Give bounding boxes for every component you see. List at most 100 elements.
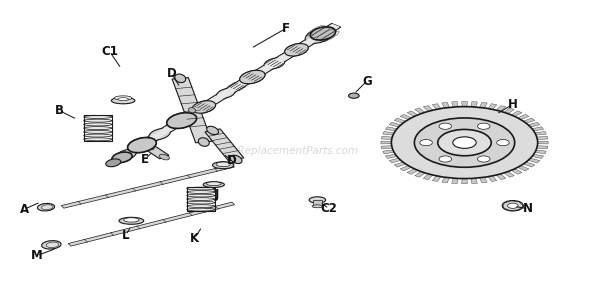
Polygon shape [462,102,467,107]
Text: A: A [19,203,29,216]
Polygon shape [535,132,546,135]
Ellipse shape [186,208,215,211]
Polygon shape [172,78,212,143]
Ellipse shape [188,108,196,113]
Circle shape [439,156,451,162]
Ellipse shape [285,44,308,56]
Circle shape [414,118,514,167]
Polygon shape [381,141,391,144]
Ellipse shape [240,70,265,84]
Polygon shape [205,129,244,161]
Polygon shape [528,158,540,163]
Text: J: J [215,188,219,201]
Ellipse shape [312,205,323,208]
Polygon shape [452,178,458,184]
Ellipse shape [46,242,59,248]
Ellipse shape [118,98,129,101]
Polygon shape [111,24,341,163]
Polygon shape [532,154,543,159]
Polygon shape [504,171,514,177]
Polygon shape [394,162,406,167]
Circle shape [349,93,359,98]
Polygon shape [432,176,441,182]
Ellipse shape [203,182,224,187]
Text: H: H [508,98,517,111]
Ellipse shape [37,203,55,211]
Ellipse shape [285,44,308,56]
Ellipse shape [119,217,144,224]
Polygon shape [480,177,487,183]
Polygon shape [407,169,418,174]
Ellipse shape [41,205,53,210]
Polygon shape [480,102,487,108]
Circle shape [477,123,490,129]
Ellipse shape [310,27,336,40]
Polygon shape [517,114,529,120]
Text: D: D [166,67,176,80]
Polygon shape [496,174,506,180]
Polygon shape [532,127,543,131]
Polygon shape [496,106,506,111]
Ellipse shape [186,194,215,197]
Ellipse shape [192,101,215,113]
Ellipse shape [186,201,215,204]
Ellipse shape [106,159,121,167]
Ellipse shape [167,113,196,128]
Polygon shape [442,102,450,108]
Ellipse shape [112,97,135,104]
Polygon shape [537,136,548,139]
Polygon shape [61,164,234,208]
Polygon shape [68,202,235,246]
Ellipse shape [217,88,235,98]
Polygon shape [511,111,522,116]
Circle shape [420,139,432,146]
Polygon shape [415,108,425,114]
Ellipse shape [186,205,215,207]
Ellipse shape [127,138,156,153]
Ellipse shape [175,74,186,83]
Ellipse shape [212,162,234,169]
Ellipse shape [84,123,112,126]
Polygon shape [423,106,432,111]
Text: G: G [362,75,372,88]
Ellipse shape [84,119,112,122]
Ellipse shape [198,138,209,146]
Ellipse shape [159,154,169,160]
Ellipse shape [84,127,112,129]
Polygon shape [471,102,477,107]
Polygon shape [400,114,411,120]
Polygon shape [432,104,441,109]
Polygon shape [517,166,529,171]
Polygon shape [462,179,467,184]
Ellipse shape [84,138,112,141]
Polygon shape [383,150,394,154]
Text: M: M [31,249,43,262]
Ellipse shape [240,70,265,84]
Ellipse shape [149,129,171,140]
Circle shape [438,129,491,156]
Ellipse shape [112,152,132,163]
Ellipse shape [309,197,326,203]
Text: B: B [55,104,64,117]
Text: N: N [523,202,533,215]
Polygon shape [523,118,535,123]
Ellipse shape [206,182,221,186]
Polygon shape [381,136,392,139]
Polygon shape [488,176,497,182]
Polygon shape [537,141,548,144]
Ellipse shape [144,144,154,150]
Polygon shape [452,102,458,107]
Text: D: D [227,154,237,167]
Ellipse shape [216,162,230,167]
Text: K: K [191,232,199,245]
Polygon shape [442,177,450,183]
Polygon shape [471,178,477,184]
Ellipse shape [186,198,215,200]
Polygon shape [389,122,401,127]
Ellipse shape [264,58,285,69]
Circle shape [391,107,537,179]
Ellipse shape [117,150,136,159]
Ellipse shape [127,138,156,153]
Polygon shape [385,127,397,131]
Polygon shape [381,146,392,149]
